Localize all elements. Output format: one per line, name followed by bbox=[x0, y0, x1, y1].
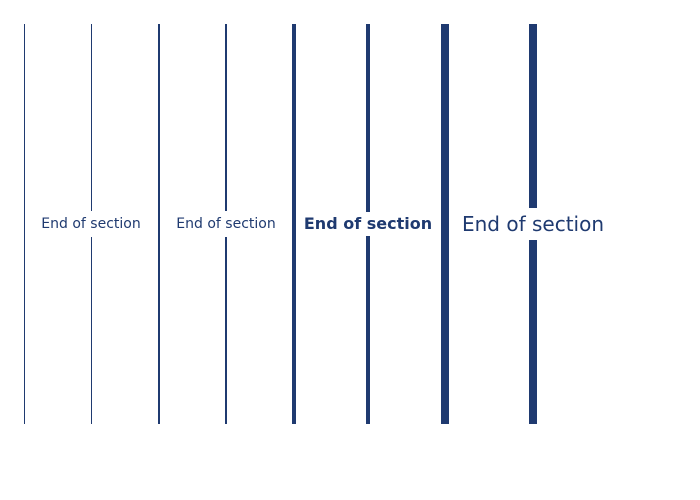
divider-line-top bbox=[366, 24, 370, 212]
divider-edge-line bbox=[24, 24, 25, 424]
end-of-section-label: End of section bbox=[461, 212, 605, 236]
divider-line-bottom bbox=[91, 237, 92, 424]
divider-line-bottom bbox=[225, 237, 227, 424]
divider-line-bottom bbox=[366, 236, 370, 424]
divider-line-bottom bbox=[529, 240, 537, 424]
section-divider-bold: End of section bbox=[292, 24, 442, 424]
divider-edge-line bbox=[158, 24, 160, 424]
divider-line-top bbox=[225, 24, 227, 211]
end-of-section-label: End of section bbox=[176, 216, 276, 232]
section-divider-thin: End of section bbox=[24, 24, 160, 424]
section-divider-medium: End of section bbox=[158, 24, 294, 424]
end-of-section-label: End of section bbox=[303, 214, 433, 233]
divider-line-top bbox=[529, 24, 537, 208]
divider-edge-line bbox=[441, 24, 449, 424]
section-divider-heavy: End of section bbox=[441, 24, 641, 424]
divider-edge-line bbox=[292, 24, 296, 424]
end-of-section-label: End of section bbox=[41, 216, 141, 232]
divider-line-top bbox=[91, 24, 92, 211]
